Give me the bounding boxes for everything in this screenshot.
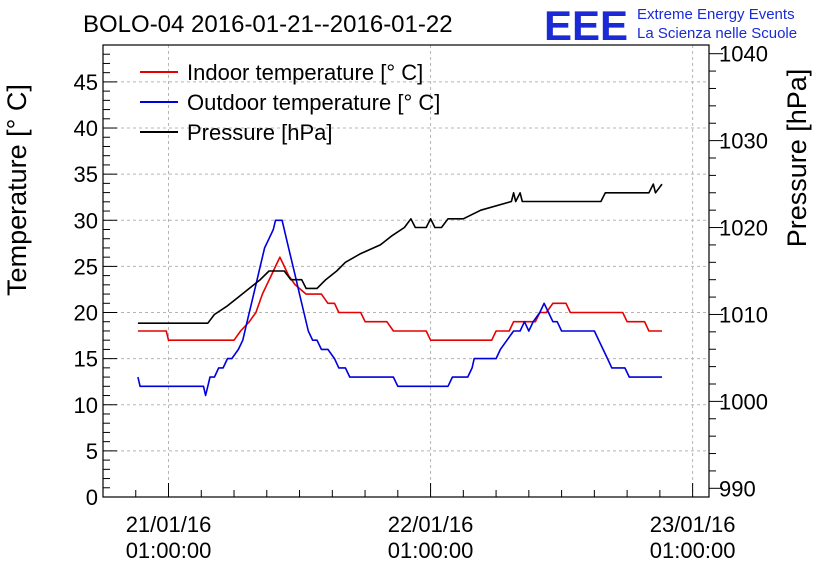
y2-tick-label: 990 bbox=[719, 476, 756, 501]
eee-logo: EEE Extreme Energy Events La Scienza nel… bbox=[544, 2, 797, 49]
y-tick-label: 40 bbox=[74, 116, 98, 141]
legend: Indoor temperature [° C] Outdoor temperat… bbox=[140, 60, 440, 145]
y-tick-label: 25 bbox=[74, 254, 98, 279]
logo-line-1: Extreme Energy Events bbox=[637, 6, 795, 23]
plot-frame bbox=[102, 44, 710, 498]
y-tick-label: 5 bbox=[86, 439, 98, 464]
y-tick-label: 45 bbox=[74, 70, 98, 95]
x-tick-label-date: 21/01/16 bbox=[126, 512, 212, 537]
pressure-line bbox=[137, 183, 663, 324]
outdoor-temperature-line bbox=[137, 219, 662, 397]
legend-label: Indoor temperature [° C] bbox=[187, 60, 423, 85]
y2-tick-label: 1000 bbox=[719, 389, 768, 414]
chart-title: BOLO-04 2016-01-21--2016-01-22 bbox=[83, 11, 453, 38]
legend-pressure: Pressure [hPa] bbox=[140, 120, 333, 145]
x-tick-label-date: 22/01/16 bbox=[388, 512, 474, 537]
y-tick-label: 15 bbox=[74, 347, 98, 372]
y2-tick-label: 1010 bbox=[719, 302, 768, 327]
y-axis-label: Temperature [° C] bbox=[2, 84, 32, 296]
y2-tick-label: 1040 bbox=[719, 42, 768, 67]
indoor-temperature-line bbox=[137, 256, 662, 341]
logo-line-2: La Scienza nelle Scuole bbox=[637, 25, 797, 42]
legend-outdoor: Outdoor temperature [° C] bbox=[140, 90, 440, 115]
y-tick-label: 0 bbox=[86, 485, 98, 510]
axes: 0 5 10 15 20 25 30 35 40 45 990 1000 1010 1020 1030 104… bbox=[74, 42, 768, 563]
y2-tick-label: 1020 bbox=[719, 216, 768, 241]
x-tick-label-date: 23/01/16 bbox=[650, 512, 736, 537]
x-tick-label-time: 01:00:00 bbox=[650, 538, 736, 563]
y2-tick-label: 1030 bbox=[719, 129, 768, 154]
logo-mark: EEE bbox=[544, 2, 628, 49]
legend-label: Outdoor temperature [° C] bbox=[187, 90, 440, 115]
x-tick-label-time: 01:00:00 bbox=[388, 538, 474, 563]
y2-axis-label: Pressure [hPa] bbox=[782, 69, 812, 248]
legend-label: Pressure [hPa] bbox=[187, 120, 333, 145]
y-tick-label: 20 bbox=[74, 301, 98, 326]
legend-indoor: Indoor temperature [° C] bbox=[140, 60, 423, 85]
y-tick-label: 30 bbox=[74, 208, 98, 233]
y-tick-label: 35 bbox=[74, 162, 98, 187]
x-tick-label-time: 01:00:00 bbox=[126, 538, 212, 563]
series bbox=[137, 183, 663, 397]
y-tick-label: 10 bbox=[74, 393, 98, 418]
